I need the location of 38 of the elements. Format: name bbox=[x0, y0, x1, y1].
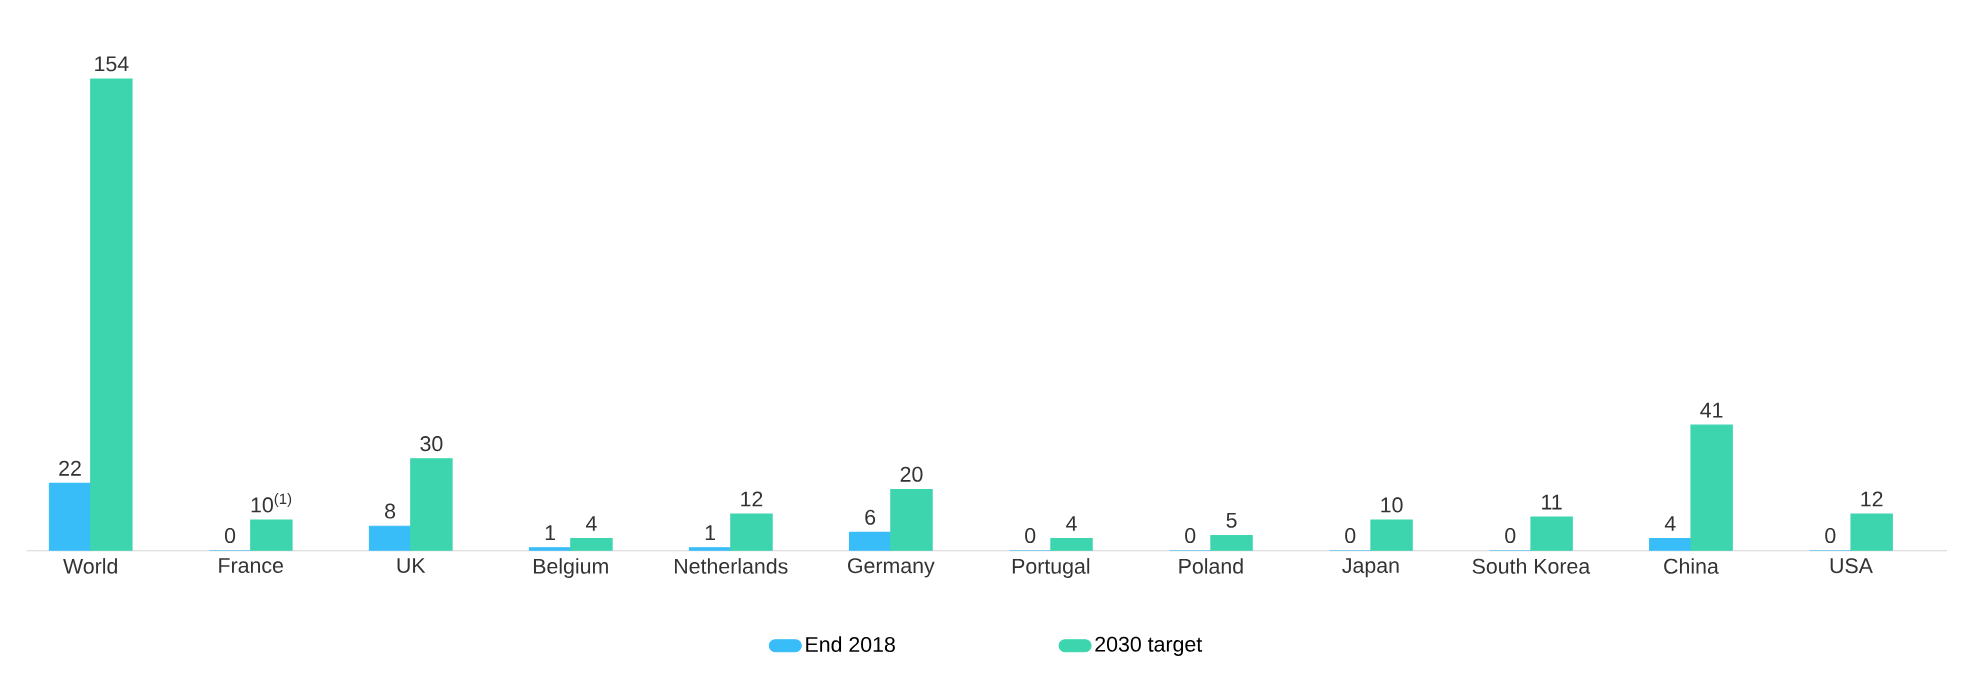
data-label: 30 bbox=[420, 435, 443, 451]
x-tick-label: South Korea bbox=[1472, 557, 1591, 574]
data-label: 0 bbox=[1505, 527, 1516, 543]
data-label: 41 bbox=[1700, 402, 1723, 418]
data-label: 11 bbox=[1542, 494, 1562, 510]
data-label: 0 bbox=[1345, 527, 1356, 543]
x-tick-label: Poland bbox=[1179, 557, 1243, 574]
data-label: 6 bbox=[865, 509, 876, 525]
x-tick-label: China bbox=[1664, 557, 1719, 574]
data-label: 10$^{(1)}$ bbox=[251, 492, 292, 513]
legend-label: 2030 target bbox=[1095, 636, 1203, 656]
data-label: 154 bbox=[95, 56, 129, 72]
data-label: 4 bbox=[1066, 515, 1077, 531]
data-label: 4 bbox=[585, 515, 597, 531]
data-label: 0 bbox=[1825, 527, 1836, 543]
x-tick-label: UK bbox=[397, 557, 426, 573]
data-label: 22 bbox=[59, 460, 81, 476]
data-label: 10 bbox=[1381, 497, 1403, 513]
data-label: 5 bbox=[1226, 512, 1237, 528]
data-label: 0 bbox=[224, 527, 236, 543]
data-label: 20 bbox=[900, 466, 923, 482]
data-label: 0 bbox=[1025, 527, 1036, 543]
x-tick-label: Belgium bbox=[533, 557, 608, 578]
x-tick-label: World bbox=[63, 557, 117, 574]
x-tick-label: USA bbox=[1830, 557, 1873, 574]
data-label: 1 bbox=[705, 525, 716, 540]
data-label: 4 bbox=[1664, 515, 1676, 531]
x-tick-label: Netherlands bbox=[675, 557, 788, 574]
x-tick-label: Portugal bbox=[1012, 557, 1090, 578]
x-tick-label: Japan bbox=[1342, 557, 1399, 578]
x-tick-label: France bbox=[219, 557, 283, 573]
data-label: 12 bbox=[741, 491, 763, 507]
data-label: 12 bbox=[1861, 491, 1883, 507]
x-tick-label: Germany bbox=[848, 557, 935, 578]
data-label: 1 bbox=[545, 525, 555, 540]
data-label: 8 bbox=[385, 503, 396, 519]
data-label: 0 bbox=[1185, 527, 1196, 543]
legend-label: End 2018 bbox=[806, 636, 895, 652]
